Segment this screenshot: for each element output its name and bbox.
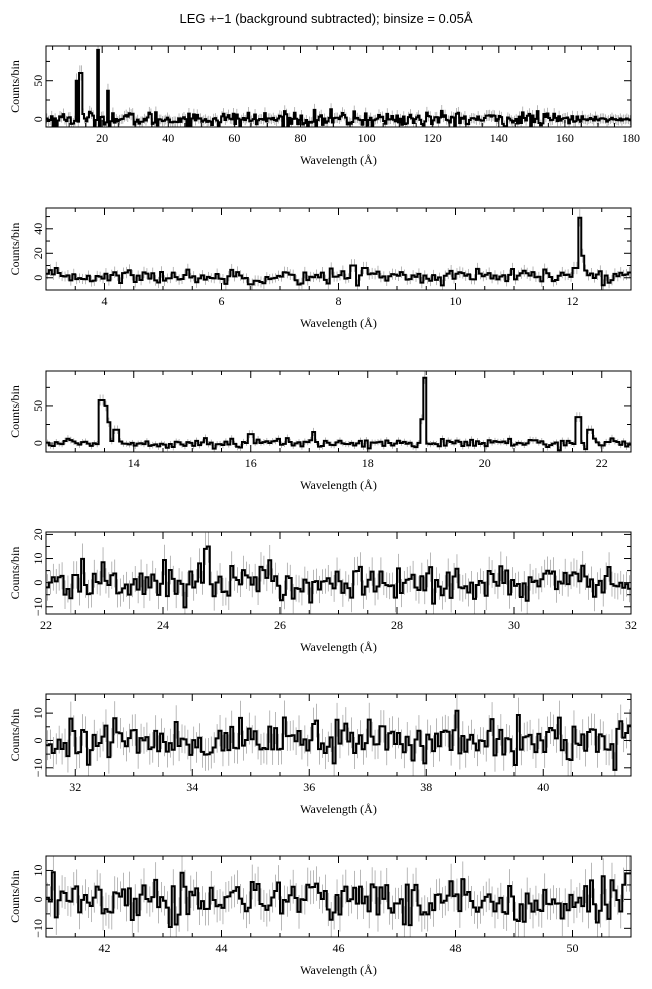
- x-axis-label: Wavelength (Å): [300, 478, 377, 492]
- y-axis-label: Counts/bin: [8, 709, 22, 762]
- histogram-line: [46, 871, 631, 928]
- spectrum-panel-1: 20 40 60 80 100 120 140 160 180 0 50 Wavelength (Å)…: [8, 45, 640, 167]
- x-tick-label: 8: [336, 294, 342, 308]
- spectrum-panel-3: 14 16 18 20 22 0 50 Wavelength (Å) Counts/bin: [8, 370, 632, 492]
- histogram-line: [46, 545, 631, 609]
- x-tick-label: 60: [228, 131, 240, 145]
- x-tick-label: 180: [622, 131, 640, 145]
- y-tick-label: 20: [31, 528, 45, 540]
- x-tick-label: 14: [128, 456, 140, 470]
- x-tick-label: 4: [102, 294, 108, 308]
- x-tick-label: 18: [362, 456, 374, 470]
- y-axis-label: Counts/bin: [8, 223, 22, 276]
- y-tick-label: 0: [31, 116, 45, 122]
- x-tick-label: 80: [294, 131, 306, 145]
- x-tick-label: 20: [96, 131, 108, 145]
- x-tick-label: 40: [537, 780, 549, 794]
- y-tick-label: 50: [31, 75, 45, 87]
- y-axis-label: Counts/bin: [8, 385, 22, 438]
- x-axis-label: Wavelength (Å): [300, 640, 377, 654]
- x-tick-label: 26: [274, 618, 286, 632]
- y-tick-label: 10: [31, 864, 45, 876]
- x-tick-label: 16: [245, 456, 257, 470]
- x-tick-label: 36: [303, 780, 315, 794]
- y-tick-label: 0: [31, 896, 45, 902]
- x-tick-label: 44: [216, 941, 228, 955]
- histogram-line: [46, 709, 631, 771]
- spectrum-panel-4: 22 24 26 28 30 32 −10 0 10 20 Wavelength (Å) Counts…: [8, 528, 637, 654]
- y-tick-label: 0: [31, 275, 45, 281]
- plot-frame: [45, 45, 632, 128]
- y-tick-label: 10: [31, 553, 45, 565]
- x-tick-label: 30: [508, 618, 520, 632]
- y-axis-label: Counts/bin: [8, 870, 22, 923]
- x-axis-label: Wavelength (Å): [300, 153, 377, 167]
- x-tick-label: 12: [567, 294, 579, 308]
- x-tick-label: 140: [490, 131, 508, 145]
- spectrum-panel-2: 4 6 8 10 12 0 20 40 Wavelength (Å) Counts/bin: [8, 207, 632, 330]
- histogram-line: [46, 216, 631, 287]
- y-axis-label: Counts/bin: [8, 547, 22, 600]
- y-tick-label: 0: [31, 580, 45, 586]
- x-tick-label: 20: [479, 456, 491, 470]
- x-tick-label: 100: [358, 131, 376, 145]
- y-tick-label: 10: [31, 707, 45, 719]
- y-tick-label: 0: [31, 737, 45, 743]
- x-tick-label: 40: [162, 131, 174, 145]
- x-tick-label: 42: [99, 941, 111, 955]
- x-tick-label: 22: [596, 456, 608, 470]
- figure-title: LEG +−1 (background subtracted); binsize…: [179, 11, 472, 26]
- y-tick-label: 20: [31, 247, 45, 259]
- x-tick-label: 22: [40, 618, 52, 632]
- y-tick-label: 40: [31, 223, 45, 235]
- x-axis-label: Wavelength (Å): [300, 963, 377, 977]
- x-tick-label: 32: [625, 618, 637, 632]
- y-tick-label: −10: [31, 919, 45, 938]
- x-tick-label: 32: [69, 780, 81, 794]
- x-axis-label: Wavelength (Å): [300, 316, 377, 330]
- x-tick-label: 10: [450, 294, 462, 308]
- y-axis-label: Counts/bin: [8, 60, 22, 113]
- histogram-line: [46, 376, 631, 452]
- y-tick-label: −10: [31, 597, 45, 616]
- y-tick-label: 0: [31, 440, 45, 446]
- histogram-line: [46, 48, 631, 128]
- spectrum-panel-6: 42 44 46 48 50 −10 0 10 Wavelength (Å) Counts/bin: [8, 855, 632, 977]
- y-tick-label: −10: [31, 758, 45, 777]
- x-axis-label: Wavelength (Å): [300, 802, 377, 816]
- x-tick-label: 50: [567, 941, 579, 955]
- x-tick-label: 160: [556, 131, 574, 145]
- x-tick-label: 6: [219, 294, 225, 308]
- x-tick-label: 28: [391, 618, 403, 632]
- x-tick-label: 24: [157, 618, 169, 632]
- spectrum-panel-5: 32 34 36 38 40 −10 0 10 Wavelength (Å) Counts/bin: [8, 693, 632, 816]
- x-tick-label: 120: [424, 131, 442, 145]
- x-tick-label: 34: [186, 780, 198, 794]
- x-tick-label: 48: [450, 941, 462, 955]
- y-tick-label: 50: [31, 400, 45, 412]
- x-tick-label: 38: [420, 780, 432, 794]
- x-tick-label: 46: [333, 941, 345, 955]
